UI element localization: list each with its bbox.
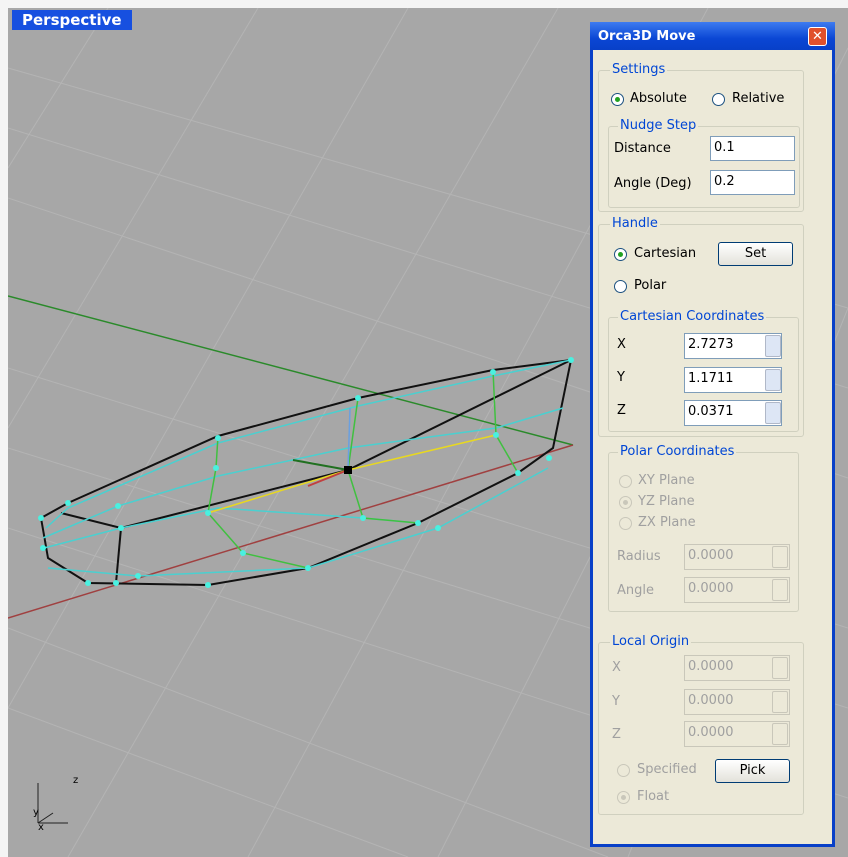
set-button[interactable]: Set [718, 242, 793, 266]
radio-label[interactable]: Cartesian [634, 246, 697, 261]
spin-button[interactable] [772, 657, 788, 679]
field-label: Z [617, 403, 626, 418]
radio-button[interactable] [619, 517, 632, 530]
spin-button[interactable] [765, 402, 781, 424]
control-points [38, 357, 574, 588]
viewport-label[interactable]: Perspective [12, 10, 132, 30]
spin-button[interactable] [765, 369, 781, 391]
field-label: Angle (Deg) [614, 176, 692, 191]
radio-label[interactable]: Relative [732, 91, 785, 106]
radio-button[interactable] [712, 93, 725, 106]
spin-button[interactable] [765, 335, 781, 357]
pick-button[interactable]: Pick [715, 759, 790, 783]
y-axis-line [8, 295, 574, 446]
spin-button[interactable] [772, 691, 788, 713]
field-label: X [617, 337, 626, 352]
x-axis-line [8, 444, 574, 619]
group-legend: Cartesian Coordinates [618, 309, 767, 324]
radio-button[interactable] [617, 791, 630, 804]
axis-label: z [73, 775, 79, 786]
group-legend: Local Origin [610, 634, 692, 649]
group-box [598, 224, 804, 437]
field-label: Z [612, 727, 621, 742]
field-label: Y [617, 370, 625, 385]
group-legend: Nudge Step [618, 118, 699, 133]
spin-button[interactable] [772, 546, 788, 568]
field-label: X [612, 660, 621, 675]
radio-label[interactable]: Float [637, 789, 670, 804]
spin-button[interactable] [772, 723, 788, 745]
text-input[interactable]: 0.1 [710, 136, 795, 161]
axis-label: y [33, 807, 39, 818]
title-bar [590, 22, 835, 50]
field-label: Y [612, 694, 620, 709]
radio-label[interactable]: ZX Plane [638, 515, 696, 530]
close-button[interactable]: ✕ [808, 27, 827, 46]
radio-button[interactable] [611, 93, 624, 106]
radio-label[interactable]: Absolute [630, 91, 687, 106]
field-label: Distance [614, 141, 671, 156]
group-legend: Polar Coordinates [618, 444, 737, 459]
group-box [608, 126, 800, 208]
radio-label[interactable]: Specified [637, 762, 697, 777]
radio-button[interactable] [617, 764, 630, 777]
group-box [598, 642, 804, 815]
field-label: Angle [617, 583, 654, 598]
group-legend: Settings [610, 62, 668, 77]
axis-icon [37, 783, 68, 824]
spin-button[interactable] [772, 579, 788, 601]
text-input[interactable]: 0.2 [710, 170, 795, 195]
radio-label[interactable]: YZ Plane [638, 494, 695, 509]
radio-label[interactable]: Polar [634, 278, 667, 293]
axis-label: x [38, 822, 44, 833]
field-label: Radius [617, 549, 661, 564]
group-legend: Handle [610, 216, 660, 231]
radio-button[interactable] [619, 496, 632, 509]
radio-button[interactable] [614, 280, 627, 293]
group-box [598, 70, 804, 212]
radio-button[interactable] [614, 248, 627, 261]
radio-button[interactable] [619, 475, 632, 488]
radio-label[interactable]: XY Plane [638, 473, 695, 488]
dialog-title: Orca3D Move [598, 29, 696, 44]
